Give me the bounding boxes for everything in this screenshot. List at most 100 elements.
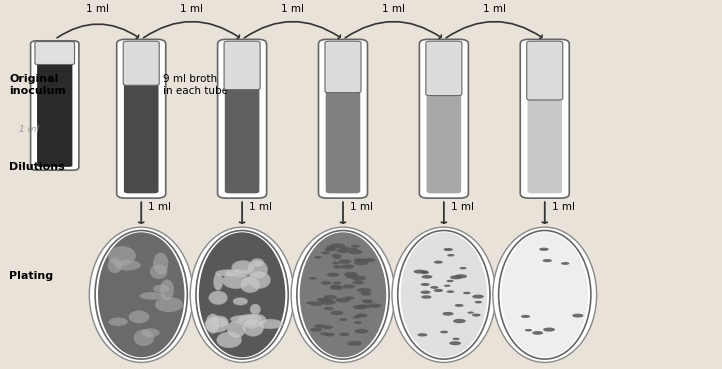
Ellipse shape [355,329,368,334]
Ellipse shape [352,280,365,284]
Ellipse shape [227,321,245,338]
Ellipse shape [521,315,530,318]
FancyBboxPatch shape [427,89,461,193]
Ellipse shape [351,245,360,248]
Ellipse shape [354,258,365,262]
Ellipse shape [108,317,128,326]
Ellipse shape [363,258,375,262]
Ellipse shape [209,316,228,327]
Ellipse shape [417,333,427,337]
Ellipse shape [340,246,350,250]
Ellipse shape [336,297,350,303]
Ellipse shape [440,331,448,333]
Text: 1 ml: 1 ml [382,4,405,14]
Ellipse shape [342,284,355,289]
Ellipse shape [542,259,552,262]
Ellipse shape [204,317,229,332]
Text: 1 ml: 1 ml [483,4,506,14]
Ellipse shape [401,232,487,357]
FancyBboxPatch shape [527,41,562,100]
Ellipse shape [446,280,453,282]
Ellipse shape [502,232,588,357]
Ellipse shape [321,251,330,254]
Ellipse shape [463,292,471,294]
Ellipse shape [444,284,451,287]
Text: 1 ml: 1 ml [350,201,373,211]
Ellipse shape [330,284,342,288]
Ellipse shape [398,231,490,359]
Text: 1 ml: 1 ml [451,201,474,211]
Ellipse shape [449,341,461,345]
Ellipse shape [344,296,355,300]
Ellipse shape [250,304,261,315]
Ellipse shape [420,290,430,294]
Ellipse shape [321,281,331,285]
FancyBboxPatch shape [124,79,159,193]
Ellipse shape [190,227,294,362]
Ellipse shape [230,315,258,323]
Ellipse shape [352,276,366,281]
Ellipse shape [357,288,371,293]
Ellipse shape [348,249,362,254]
FancyBboxPatch shape [326,86,360,193]
Ellipse shape [314,324,325,328]
Ellipse shape [248,271,271,289]
Text: 9 ml broth
in each tube: 9 ml broth in each tube [163,74,228,96]
Ellipse shape [447,290,454,293]
Ellipse shape [421,283,430,286]
Ellipse shape [430,286,438,289]
FancyBboxPatch shape [528,93,562,193]
Ellipse shape [129,310,149,323]
FancyBboxPatch shape [521,39,569,198]
Ellipse shape [362,299,373,303]
FancyBboxPatch shape [123,41,160,85]
Ellipse shape [215,269,242,276]
Text: 1 ml: 1 ml [552,201,575,211]
FancyBboxPatch shape [224,41,260,90]
Ellipse shape [321,300,336,305]
Ellipse shape [561,262,570,265]
Ellipse shape [455,304,464,307]
Ellipse shape [344,272,358,277]
Text: Original
inoculum: Original inoculum [9,74,66,96]
Ellipse shape [361,292,372,296]
Ellipse shape [354,261,368,265]
Ellipse shape [160,279,174,300]
Ellipse shape [368,303,381,308]
Ellipse shape [422,275,432,279]
Ellipse shape [153,253,168,274]
Ellipse shape [447,254,454,256]
Ellipse shape [245,320,258,329]
Ellipse shape [222,273,249,289]
Ellipse shape [90,227,193,362]
Ellipse shape [357,304,370,309]
Ellipse shape [327,273,339,277]
Ellipse shape [345,274,358,279]
Text: Plating: Plating [9,272,53,282]
Text: 1 ml: 1 ml [249,201,272,211]
Ellipse shape [326,248,337,251]
Ellipse shape [336,249,349,253]
Ellipse shape [330,286,344,290]
Ellipse shape [317,298,325,301]
Ellipse shape [331,311,344,315]
Ellipse shape [314,256,322,259]
Ellipse shape [232,261,255,275]
Ellipse shape [153,284,169,293]
Ellipse shape [420,270,428,273]
Ellipse shape [333,265,343,269]
Ellipse shape [233,297,248,305]
Ellipse shape [356,313,367,317]
Text: Dilutions: Dilutions [9,162,65,172]
Ellipse shape [459,267,466,269]
FancyBboxPatch shape [318,39,367,198]
Ellipse shape [243,318,264,337]
Ellipse shape [525,329,532,331]
Ellipse shape [330,243,345,248]
Ellipse shape [363,300,373,303]
Ellipse shape [332,262,340,265]
FancyBboxPatch shape [37,61,72,167]
Text: 1 ml: 1 ml [281,4,304,14]
Ellipse shape [324,248,333,251]
FancyBboxPatch shape [419,39,469,198]
